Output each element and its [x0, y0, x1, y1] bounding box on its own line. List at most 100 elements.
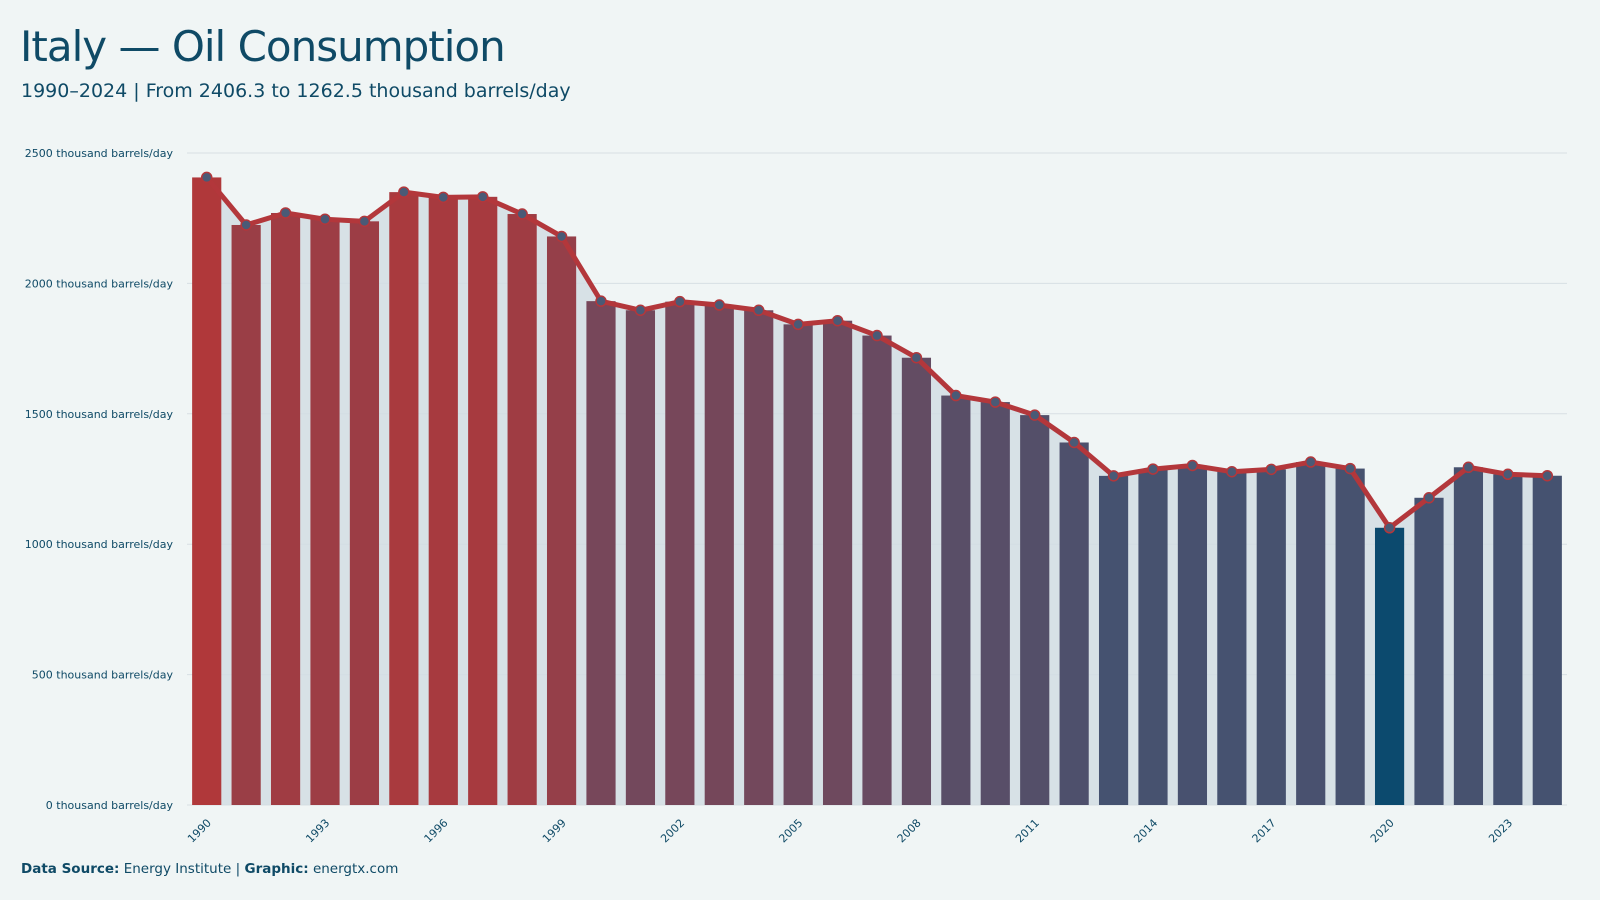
x-tick-label: 2002 [658, 816, 687, 845]
point-2013 [1107, 470, 1120, 482]
x-tick-label: 1993 [303, 816, 332, 845]
point-1995 [398, 186, 410, 198]
bar-2024 [1532, 475, 1562, 805]
point-2023 [1502, 468, 1514, 481]
point-2006 [831, 314, 844, 327]
bar-2016 [1217, 471, 1247, 805]
bar-2020 [1374, 527, 1405, 805]
x-tick-label: 2014 [1131, 816, 1160, 845]
point-2015 [1186, 459, 1199, 472]
y-tick-label: 2000 thousand barrels/day [25, 277, 174, 290]
point-2009 [950, 389, 962, 402]
bar-1994 [349, 221, 380, 806]
bar-2000 [586, 301, 616, 805]
point-2002 [674, 295, 686, 308]
point-2010 [989, 396, 1002, 408]
bar-2017 [1256, 469, 1286, 805]
y-axis-labels: 0 thousand barrels/day 500 thousand barre… [25, 147, 174, 812]
bar-2009 [941, 395, 971, 805]
point-2011 [1028, 409, 1041, 421]
point-2008 [910, 351, 923, 364]
point-2019 [1344, 462, 1356, 475]
bar-2001 [625, 310, 656, 805]
bar-2014 [1138, 469, 1168, 805]
bar-2007 [862, 335, 892, 805]
x-tick-label: 2011 [1013, 816, 1042, 845]
source-label: Data Source: [21, 861, 120, 877]
bars [192, 177, 1562, 806]
bar-2021 [1414, 497, 1444, 805]
point-1992 [279, 207, 292, 219]
bar-1998 [507, 214, 537, 805]
y-tick-label: 500 thousand barrels/day [32, 669, 174, 682]
x-tick-label: 2020 [1368, 816, 1397, 845]
bar-2003 [704, 305, 734, 805]
bar-2023 [1493, 474, 1523, 805]
x-tick-label: 2005 [776, 816, 805, 845]
bar-2011 [1020, 415, 1050, 805]
trend-line [200, 171, 1554, 534]
bar-2004 [744, 310, 774, 805]
bar-2010 [980, 402, 1010, 805]
point-1998 [516, 208, 528, 220]
y-tick-label: 1500 thousand barrels/day [25, 408, 174, 421]
bar-2022 [1453, 467, 1484, 805]
x-axis-labels: 1990 1993 1996 1999 2002 2005 2008 2011 2014 2017… [185, 816, 1515, 845]
x-tick-label: 2023 [1486, 816, 1515, 845]
bar-1990 [192, 177, 222, 806]
footer-separator: | [235, 861, 241, 877]
bar-1997 [468, 196, 498, 806]
bar-1999 [546, 236, 577, 805]
y-tick-label: 0 thousand barrels/day [46, 799, 174, 812]
point-1996 [437, 191, 450, 204]
y-tick-label: 2500 thousand barrels/day [25, 147, 174, 160]
bar-1995 [389, 192, 419, 805]
point-2017 [1265, 463, 1278, 476]
x-tick-label: 1990 [185, 816, 214, 845]
point-1991 [240, 219, 252, 231]
chart-title: Italy — Oil Consumption [20, 22, 506, 71]
point-2007 [871, 329, 883, 342]
point-1994 [358, 215, 371, 228]
bar-2018 [1296, 462, 1326, 805]
point-2012 [1068, 436, 1080, 449]
bar-2008 [901, 357, 932, 805]
graphic-label: Graphic: [244, 861, 309, 877]
point-2004 [752, 304, 765, 317]
chart-subtitle: 1990–2024 | From 2406.3 to 1262.5 thousa… [21, 80, 571, 102]
y-tick-label: 1000 thousand barrels/day [25, 538, 174, 551]
point-1999 [555, 230, 568, 243]
point-2003 [713, 299, 726, 311]
bar-2006 [822, 320, 853, 805]
point-2020 [1383, 522, 1396, 534]
point-2000 [595, 295, 607, 307]
point-2024 [1541, 469, 1554, 482]
bar-2015 [1177, 465, 1208, 805]
point-2001 [634, 304, 647, 317]
point-2005 [792, 318, 804, 331]
source-value: Energy Institute [123, 861, 232, 877]
point-1993 [319, 213, 331, 225]
x-tick-label: 2017 [1250, 816, 1279, 845]
bar-1996 [428, 197, 458, 805]
x-tick-label: 1999 [540, 816, 569, 845]
point-2014 [1147, 463, 1159, 475]
point-2018 [1304, 456, 1317, 468]
point-1990 [200, 171, 213, 184]
point-1997 [476, 191, 489, 203]
bar-1991 [231, 224, 261, 805]
bar-2019 [1335, 468, 1365, 805]
bar-2012 [1059, 442, 1089, 805]
bar-2002 [665, 301, 695, 805]
point-2021 [1423, 492, 1435, 504]
bar-2005 [783, 324, 813, 805]
bar-2013 [1098, 475, 1129, 805]
bar-1992 [270, 212, 301, 805]
footer: Data Source: Energy Institute | Graphic:… [21, 861, 398, 877]
graphic-value: energtx.com [312, 861, 399, 877]
point-2016 [1226, 465, 1238, 478]
bar-1993 [310, 219, 340, 806]
x-tick-label: 1996 [422, 816, 451, 845]
point-2022 [1462, 461, 1475, 474]
